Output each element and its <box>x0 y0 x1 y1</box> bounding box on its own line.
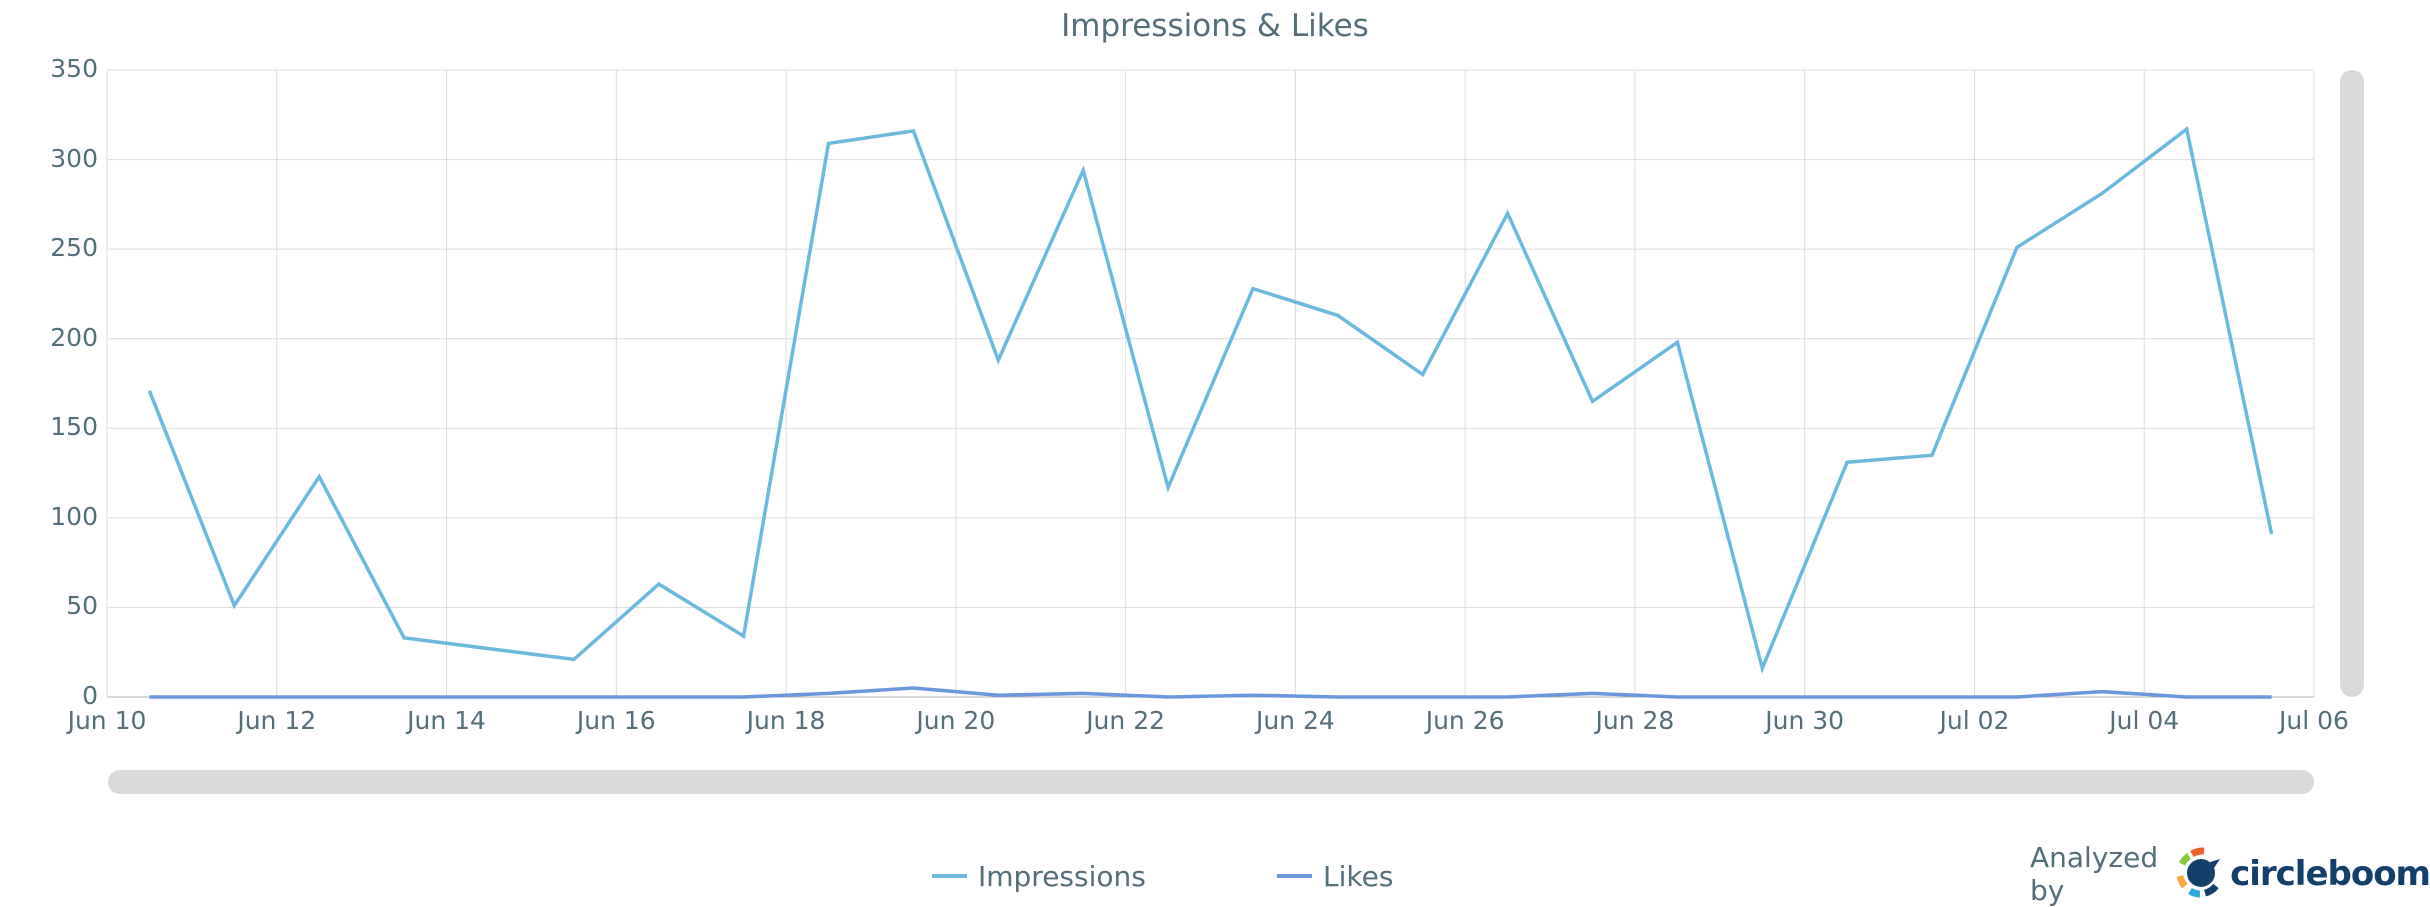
impressions-line-icon <box>932 874 967 878</box>
legend-label-impressions: Impressions <box>978 859 1146 893</box>
analyzed-by-credit: Analyzed by circleboom <box>2030 841 2430 907</box>
circleboom-brand: circleboom <box>2230 854 2430 894</box>
x-tick-label: Jun 26 <box>1425 706 1505 735</box>
x-tick-label: Jul 04 <box>2109 706 2180 735</box>
vertical-scrollbar[interactable] <box>2340 70 2364 697</box>
y-tick-label: 100 <box>50 501 98 531</box>
y-tick-label: 200 <box>50 322 98 352</box>
legend-item-likes[interactable]: Likes <box>1277 856 1393 896</box>
horizontal-scrollbar[interactable] <box>108 770 2314 794</box>
x-tick-label: Jun 20 <box>916 706 996 735</box>
y-tick-label: 350 <box>50 54 98 83</box>
series-line-impressions[interactable] <box>147 126 2274 674</box>
x-tick-label: Jun 28 <box>1595 706 1675 735</box>
legend-label-likes: Likes <box>1323 859 1394 893</box>
x-tick-label: Jun 16 <box>576 706 656 735</box>
y-tick-label: 300 <box>50 143 98 173</box>
chart-title: Impressions & Likes <box>1061 8 1369 44</box>
x-tick-label: Jun 18 <box>746 706 826 735</box>
likes-line-icon <box>1277 874 1312 878</box>
line-chart-plot <box>106 69 2315 699</box>
series-line-likes[interactable] <box>149 686 2272 699</box>
x-tick-label: Jun 24 <box>1255 706 1335 735</box>
x-tick-label: Jul 02 <box>1939 706 2010 735</box>
x-tick-label: Jun 12 <box>237 706 317 735</box>
x-tick-label: Jul 06 <box>2279 706 2349 735</box>
legend-item-impressions[interactable]: Impressions <box>932 856 1146 896</box>
y-tick-label: 250 <box>50 233 98 263</box>
x-tick-label: Jun 22 <box>1086 706 1166 735</box>
y-tick-label: 0 <box>82 681 98 710</box>
x-tick-label: Jun 14 <box>407 706 486 735</box>
x-tick-label: Jun 30 <box>1765 706 1845 735</box>
circleboom-logo-icon <box>2174 846 2226 902</box>
y-tick-label: 50 <box>66 591 98 621</box>
credit-prefix: Analyzed by <box>2030 841 2159 907</box>
x-tick-label: Jun 10 <box>67 706 147 735</box>
y-tick-label: 150 <box>50 412 98 442</box>
